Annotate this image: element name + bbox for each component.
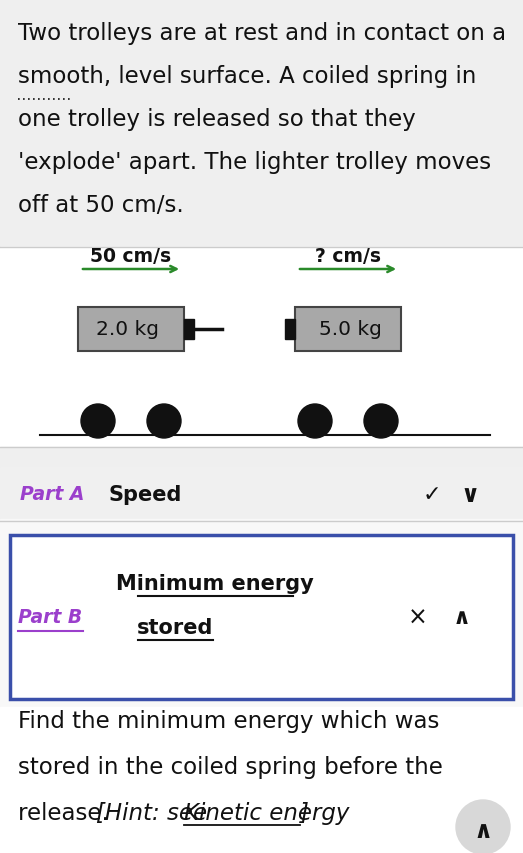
Bar bbox=[0, 519, 523, 715]
Text: Part A: Part A bbox=[20, 485, 84, 504]
Text: 5.0 kg: 5.0 kg bbox=[319, 320, 381, 339]
Text: Part B: Part B bbox=[18, 608, 82, 627]
Text: 'explode' apart. The lighter trolley moves: 'explode' apart. The lighter trolley mov… bbox=[18, 151, 491, 174]
Text: stored: stored bbox=[137, 618, 213, 637]
Text: ∨: ∨ bbox=[460, 483, 480, 507]
Text: ∧: ∧ bbox=[473, 818, 493, 842]
Text: Kinetic energy: Kinetic energy bbox=[184, 801, 349, 824]
Bar bbox=[0, 247, 523, 448]
Circle shape bbox=[364, 404, 398, 438]
Text: ✓: ✓ bbox=[423, 485, 441, 504]
Bar bbox=[285, 320, 295, 339]
Bar bbox=[295, 308, 401, 351]
Bar bbox=[184, 320, 194, 339]
Text: ]: ] bbox=[300, 801, 309, 824]
Text: [Hint: see: [Hint: see bbox=[96, 801, 214, 824]
Bar bbox=[0, 448, 523, 467]
Text: 50 cm/s: 50 cm/s bbox=[90, 247, 172, 265]
Bar bbox=[78, 308, 184, 351]
Text: Minimum energy: Minimum energy bbox=[116, 573, 314, 594]
Bar bbox=[0, 467, 523, 521]
Text: 2.0 kg: 2.0 kg bbox=[96, 320, 158, 339]
Text: release.: release. bbox=[18, 801, 116, 824]
Circle shape bbox=[147, 404, 181, 438]
Text: Two trolleys are at rest and in contact on a: Two trolleys are at rest and in contact … bbox=[18, 22, 506, 45]
Bar bbox=[0, 707, 523, 853]
Text: one trolley is released so that they: one trolley is released so that they bbox=[18, 107, 416, 131]
Text: ×: × bbox=[408, 606, 428, 630]
Text: stored in the coiled spring before the: stored in the coiled spring before the bbox=[18, 755, 443, 778]
Circle shape bbox=[81, 404, 115, 438]
Circle shape bbox=[298, 404, 332, 438]
Text: Speed: Speed bbox=[108, 485, 181, 504]
FancyBboxPatch shape bbox=[10, 536, 513, 699]
Text: Find the minimum energy which was: Find the minimum energy which was bbox=[18, 709, 439, 732]
Bar bbox=[0, 0, 523, 247]
Text: smooth, level surface. A coiled spring in: smooth, level surface. A coiled spring i… bbox=[18, 65, 476, 88]
Circle shape bbox=[456, 800, 510, 853]
Text: ∧: ∧ bbox=[453, 607, 471, 627]
Text: off at 50 cm/s.: off at 50 cm/s. bbox=[18, 194, 184, 217]
Text: ? cm/s: ? cm/s bbox=[315, 247, 381, 265]
